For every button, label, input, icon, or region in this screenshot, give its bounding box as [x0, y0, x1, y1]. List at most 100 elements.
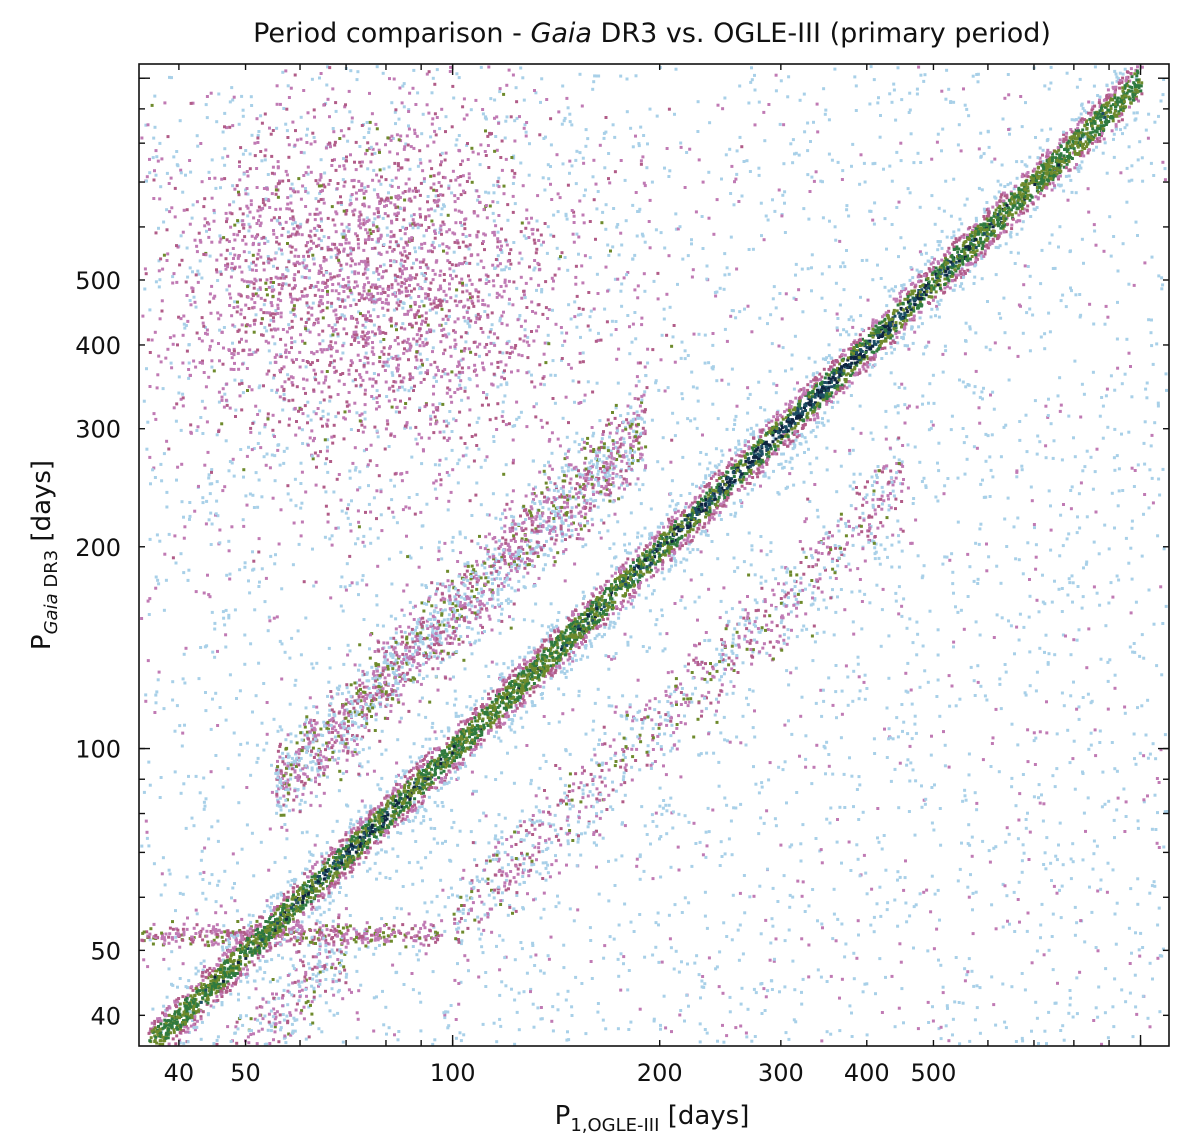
- cloud-point: [304, 171, 308, 175]
- background-point: [496, 590, 500, 594]
- background-point: [914, 779, 918, 783]
- cloud-point: [212, 369, 216, 373]
- cloud-point: [592, 307, 596, 311]
- background-point: [924, 486, 928, 489]
- background-point: [592, 747, 596, 751]
- background-point: [522, 234, 526, 238]
- background-point: [523, 123, 527, 127]
- background-point: [944, 349, 948, 353]
- background-point: [870, 475, 874, 479]
- cloud-point: [424, 320, 428, 324]
- background-point: [794, 262, 798, 266]
- background-point: [723, 327, 727, 331]
- background-point: [968, 1039, 972, 1043]
- background-point: [935, 695, 939, 698]
- background-point: [548, 805, 552, 809]
- background-point: [1008, 233, 1012, 237]
- cloud-point: [263, 298, 267, 302]
- background-point: [657, 923, 660, 927]
- cloud-point: [296, 298, 299, 302]
- cloud-point: [321, 302, 324, 306]
- cloud-point: [478, 342, 482, 346]
- background-point: [233, 608, 237, 612]
- background-point: [245, 741, 249, 745]
- background-point: [431, 970, 435, 974]
- background-point: [716, 557, 720, 561]
- background-point: [376, 837, 379, 841]
- background-point: [1142, 656, 1146, 660]
- background-point: [850, 774, 854, 778]
- background-point: [506, 218, 510, 222]
- background-point: [341, 609, 345, 613]
- background-point: [390, 101, 394, 105]
- background-point: [397, 1030, 401, 1033]
- background-point: [722, 1040, 726, 1044]
- background-point: [412, 605, 415, 609]
- background-point: [827, 753, 831, 756]
- background-point: [802, 207, 806, 211]
- background-point: [201, 891, 205, 895]
- background-point: [771, 198, 774, 202]
- background-point: [499, 517, 503, 521]
- background-point: [859, 431, 863, 435]
- cloud-point: [238, 340, 241, 344]
- cloud-point: [263, 203, 267, 207]
- background-point: [362, 362, 366, 366]
- background-point: [822, 630, 826, 634]
- background-point: [952, 177, 956, 181]
- background-point: [567, 1038, 571, 1042]
- background-point: [246, 214, 250, 218]
- cloud-point: [349, 264, 353, 268]
- cloud-point: [245, 367, 249, 370]
- background-point: [1156, 956, 1160, 960]
- background-point: [821, 926, 824, 930]
- cloud-point: [210, 339, 214, 343]
- cloud-point: [390, 134, 394, 138]
- background-point: [291, 222, 294, 226]
- background-point: [484, 664, 488, 668]
- background-point: [1085, 449, 1089, 453]
- background-point: [553, 401, 557, 405]
- background-point: [952, 645, 955, 649]
- background-point: [896, 735, 900, 739]
- background-point: [1024, 693, 1028, 697]
- cloud-point: [423, 405, 427, 409]
- background-point: [718, 950, 722, 954]
- background-point: [349, 249, 353, 253]
- background-point: [450, 540, 454, 544]
- background-point: [421, 745, 425, 748]
- cloud-point: [355, 234, 359, 238]
- background-point: [407, 108, 411, 112]
- background-point: [530, 373, 533, 377]
- background-point: [1090, 699, 1094, 703]
- cloud-point: [388, 346, 392, 350]
- background-point: [539, 100, 542, 104]
- background-point: [876, 836, 879, 840]
- cloud-point: [154, 231, 158, 235]
- background-point: [1113, 427, 1117, 431]
- background-point: [828, 219, 831, 223]
- cloud-point: [392, 389, 396, 393]
- background-point: [1050, 600, 1054, 604]
- background-point: [634, 577, 638, 581]
- cloud-point: [389, 196, 393, 200]
- background-point: [741, 952, 745, 956]
- background-point: [429, 135, 433, 139]
- cloud-point: [340, 222, 344, 226]
- background-point: [976, 680, 980, 684]
- background-point: [987, 849, 991, 853]
- background-point: [787, 1037, 791, 1041]
- background-point: [242, 475, 245, 479]
- background-point: [928, 382, 932, 386]
- background-point: [975, 984, 979, 988]
- background-point: [614, 320, 618, 323]
- background-point: [216, 514, 220, 518]
- cloud-point: [350, 361, 354, 365]
- background-point: [496, 385, 500, 389]
- background-point: [658, 837, 661, 841]
- background-point: [1106, 861, 1110, 865]
- background-point: [514, 86, 518, 90]
- background-point: [673, 690, 677, 694]
- background-point: [361, 540, 365, 544]
- background-point: [896, 411, 900, 415]
